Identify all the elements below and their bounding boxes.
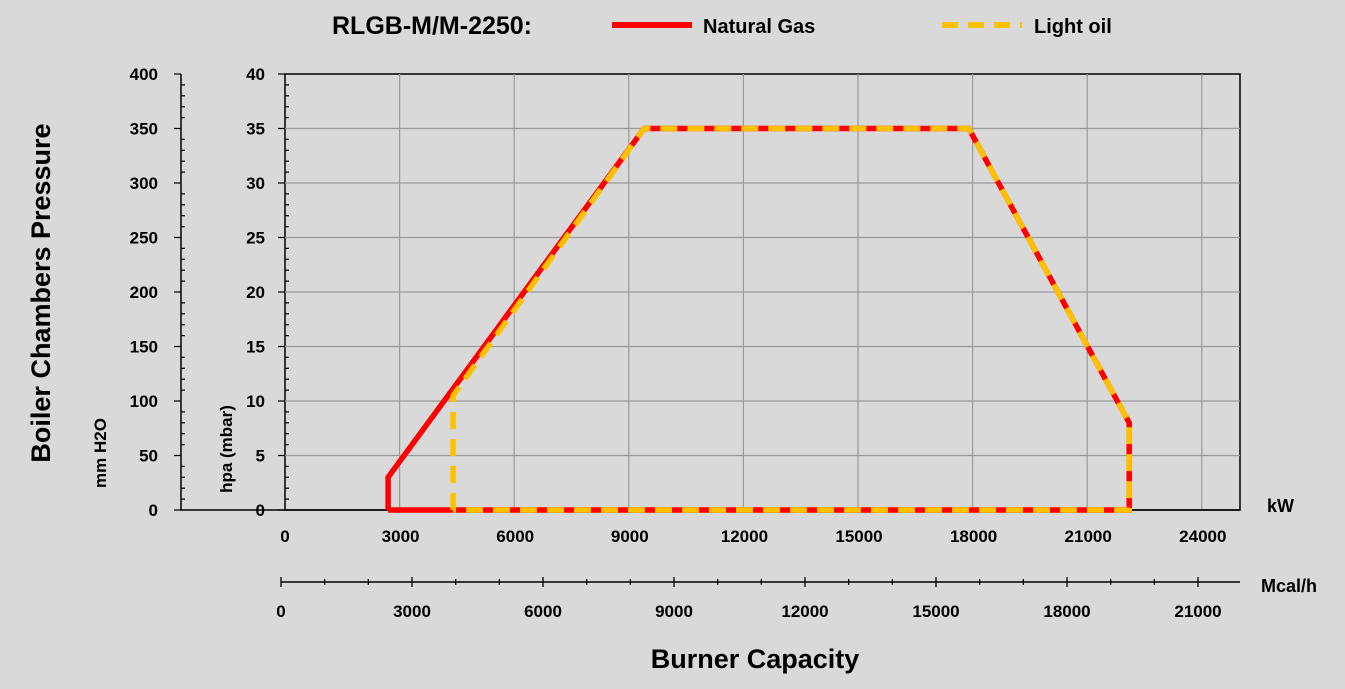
y-tick-label-mmh2o: 300 xyxy=(130,174,158,193)
y-tick-label-hpa: 35 xyxy=(246,120,265,139)
legend-label-natural-gas: Natural Gas xyxy=(703,16,815,38)
x-unit-mcal: Mcal/h xyxy=(1261,576,1317,596)
x-tick-label-kw: 15000 xyxy=(835,527,882,546)
y-tick-label-hpa: 20 xyxy=(246,283,265,302)
x-tick-label-kw: 18000 xyxy=(950,527,997,546)
x-tick-label-mcal: 3000 xyxy=(393,602,431,621)
tick-labels: 0 3000 6000 9000 12000 15000 18000 21000 2400000… xyxy=(130,65,1227,621)
y-tick-label-mmh2o: 250 xyxy=(130,229,158,248)
y-tick-label-mmh2o: 350 xyxy=(130,120,158,139)
grid-lines xyxy=(284,73,1241,511)
x-unit-kw: kW xyxy=(1267,496,1294,516)
y-tick-label-mmh2o: 200 xyxy=(130,283,158,302)
x-tick-label-mcal: 12000 xyxy=(781,602,828,621)
y-tick-label-mmh2o: 0 xyxy=(149,501,158,520)
x-tick-label-mcal: 9000 xyxy=(655,602,693,621)
y-tick-label-hpa: 10 xyxy=(246,392,265,411)
x-tick-label-kw: 12000 xyxy=(721,527,768,546)
legend-label-light-oil: Light oil xyxy=(1034,16,1112,38)
x-tick-label-mcal: 0 xyxy=(276,602,285,621)
y-axis-title: Boiler Chambers Pressure xyxy=(26,123,56,462)
y-unit-hpa: hpa (mbar) xyxy=(217,405,236,493)
y-tick-label-hpa: 25 xyxy=(246,229,265,248)
x-tick-label-kw: 9000 xyxy=(611,527,649,546)
x-axis-title: Burner Capacity xyxy=(651,644,860,674)
y-tick-label-hpa: 5 xyxy=(256,447,265,466)
x-tick-label-kw: 24000 xyxy=(1179,527,1226,546)
y-tick-label-mmh2o: 50 xyxy=(139,447,158,466)
x-tick-label-kw: 6000 xyxy=(496,527,534,546)
x-tick-label-mcal: 21000 xyxy=(1174,602,1221,621)
y-unit-mmh2o: mm H2O xyxy=(91,418,110,488)
series-lines xyxy=(385,125,1132,513)
x-tick-label-mcal: 15000 xyxy=(912,602,959,621)
x-tick-label-kw: 3000 xyxy=(382,527,420,546)
x-tick-label-kw: 21000 xyxy=(1065,527,1112,546)
y-tick-label-mmh2o: 400 xyxy=(130,65,158,84)
chart-title: RLGB-M/M-2250: xyxy=(332,12,532,40)
x-tick-label-kw: 0 xyxy=(280,527,289,546)
y-tick-label-hpa: 15 xyxy=(246,338,265,357)
series-line-light-oil xyxy=(450,125,1132,513)
y-tick-label-mmh2o: 100 xyxy=(130,392,158,411)
x-tick-label-mcal: 18000 xyxy=(1043,602,1090,621)
y-tick-label-hpa: 40 xyxy=(246,65,265,84)
y-tick-label-hpa: 0 xyxy=(256,501,265,520)
y-tick-label-mmh2o: 150 xyxy=(130,338,158,357)
x-tick-label-mcal: 6000 xyxy=(524,602,562,621)
y-tick-label-hpa: 30 xyxy=(246,174,265,193)
